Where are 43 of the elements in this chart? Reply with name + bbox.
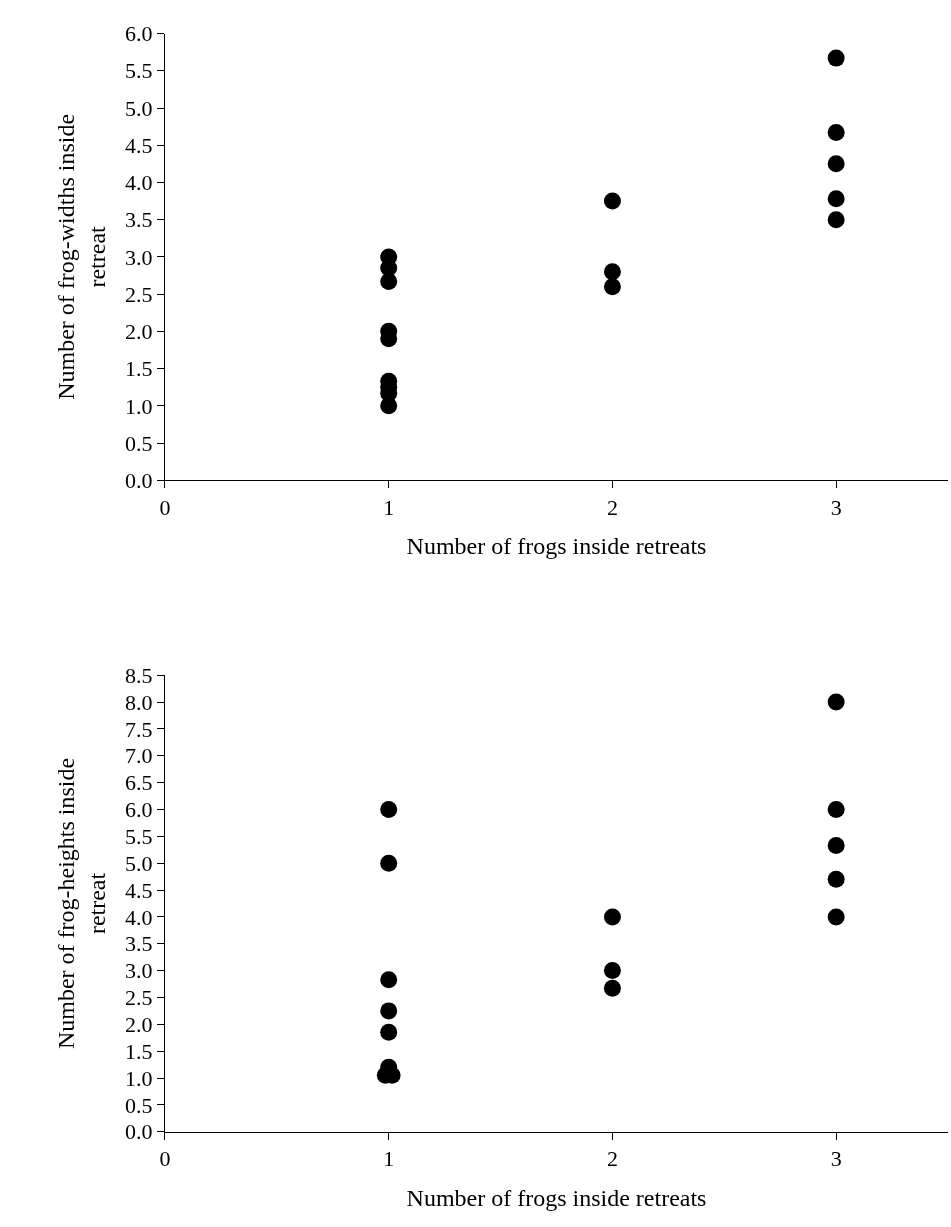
y-tick-label: 4.0: [124, 904, 153, 930]
y-tick-label: 6.0: [124, 21, 153, 47]
y-tick-label: 1.5: [124, 356, 153, 382]
y-tick-label: 3.5: [124, 931, 153, 957]
x-tick-label: 1: [383, 1146, 395, 1172]
y-tick-label: 0.0: [124, 1119, 153, 1145]
y-tick-label: 0.5: [124, 1092, 153, 1118]
y-tick-label: 0.0: [124, 467, 153, 493]
y-tick-label: 5.0: [124, 850, 153, 876]
x-tick-label: 3: [830, 494, 842, 520]
y-tick-label: 1.0: [124, 1065, 153, 1091]
y-tick-label: 7.5: [124, 716, 153, 742]
x-axis-title: Number of frogs inside retreats: [406, 533, 707, 560]
x-axis-title: Number of frogs inside retreats: [406, 1184, 707, 1211]
y-tick-label: 2.5: [124, 281, 153, 307]
y-axis-title: Number of frog-widths inside retreat: [52, 113, 111, 400]
y-tick-label: 2.0: [124, 319, 153, 345]
y-tick-label: 1.5: [124, 1038, 153, 1064]
y-tick-label: 3.5: [124, 207, 153, 233]
y-axis-title: Number of frog-heights inside retreat: [52, 757, 111, 1050]
y-tick-label: 3.0: [124, 244, 153, 270]
x-tick-label: 1: [383, 494, 395, 520]
y-tick-label: 6.5: [124, 770, 153, 796]
x-tick-label: 0: [159, 1146, 171, 1172]
x-tick-label: 2: [606, 1146, 618, 1172]
x-tick-label: 0: [159, 494, 171, 520]
y-tick-label: 3.0: [124, 958, 153, 984]
y-tick-label: 8.5: [124, 662, 153, 688]
y-tick-label: 4.5: [124, 132, 153, 158]
y-tick-label: 1.0: [124, 393, 153, 419]
y-tick-label: 8.0: [124, 689, 153, 715]
y-tick-label: 7.0: [124, 743, 153, 769]
y-tick-label: 2.0: [124, 1012, 153, 1037]
y-tick-label: 2.5: [124, 985, 153, 1011]
y-tick-label: 6.0: [124, 797, 153, 823]
y-tick-label: 5.0: [124, 95, 153, 121]
y-tick-label: 0.5: [124, 430, 153, 456]
y-tick-label: 4.5: [124, 877, 153, 903]
x-tick-label: 3: [830, 1146, 842, 1172]
y-tick-label: 5.5: [124, 824, 153, 850]
x-tick-label: 2: [606, 494, 618, 520]
y-tick-label: 5.5: [124, 58, 153, 84]
y-tick-label: 4.0: [124, 170, 153, 196]
